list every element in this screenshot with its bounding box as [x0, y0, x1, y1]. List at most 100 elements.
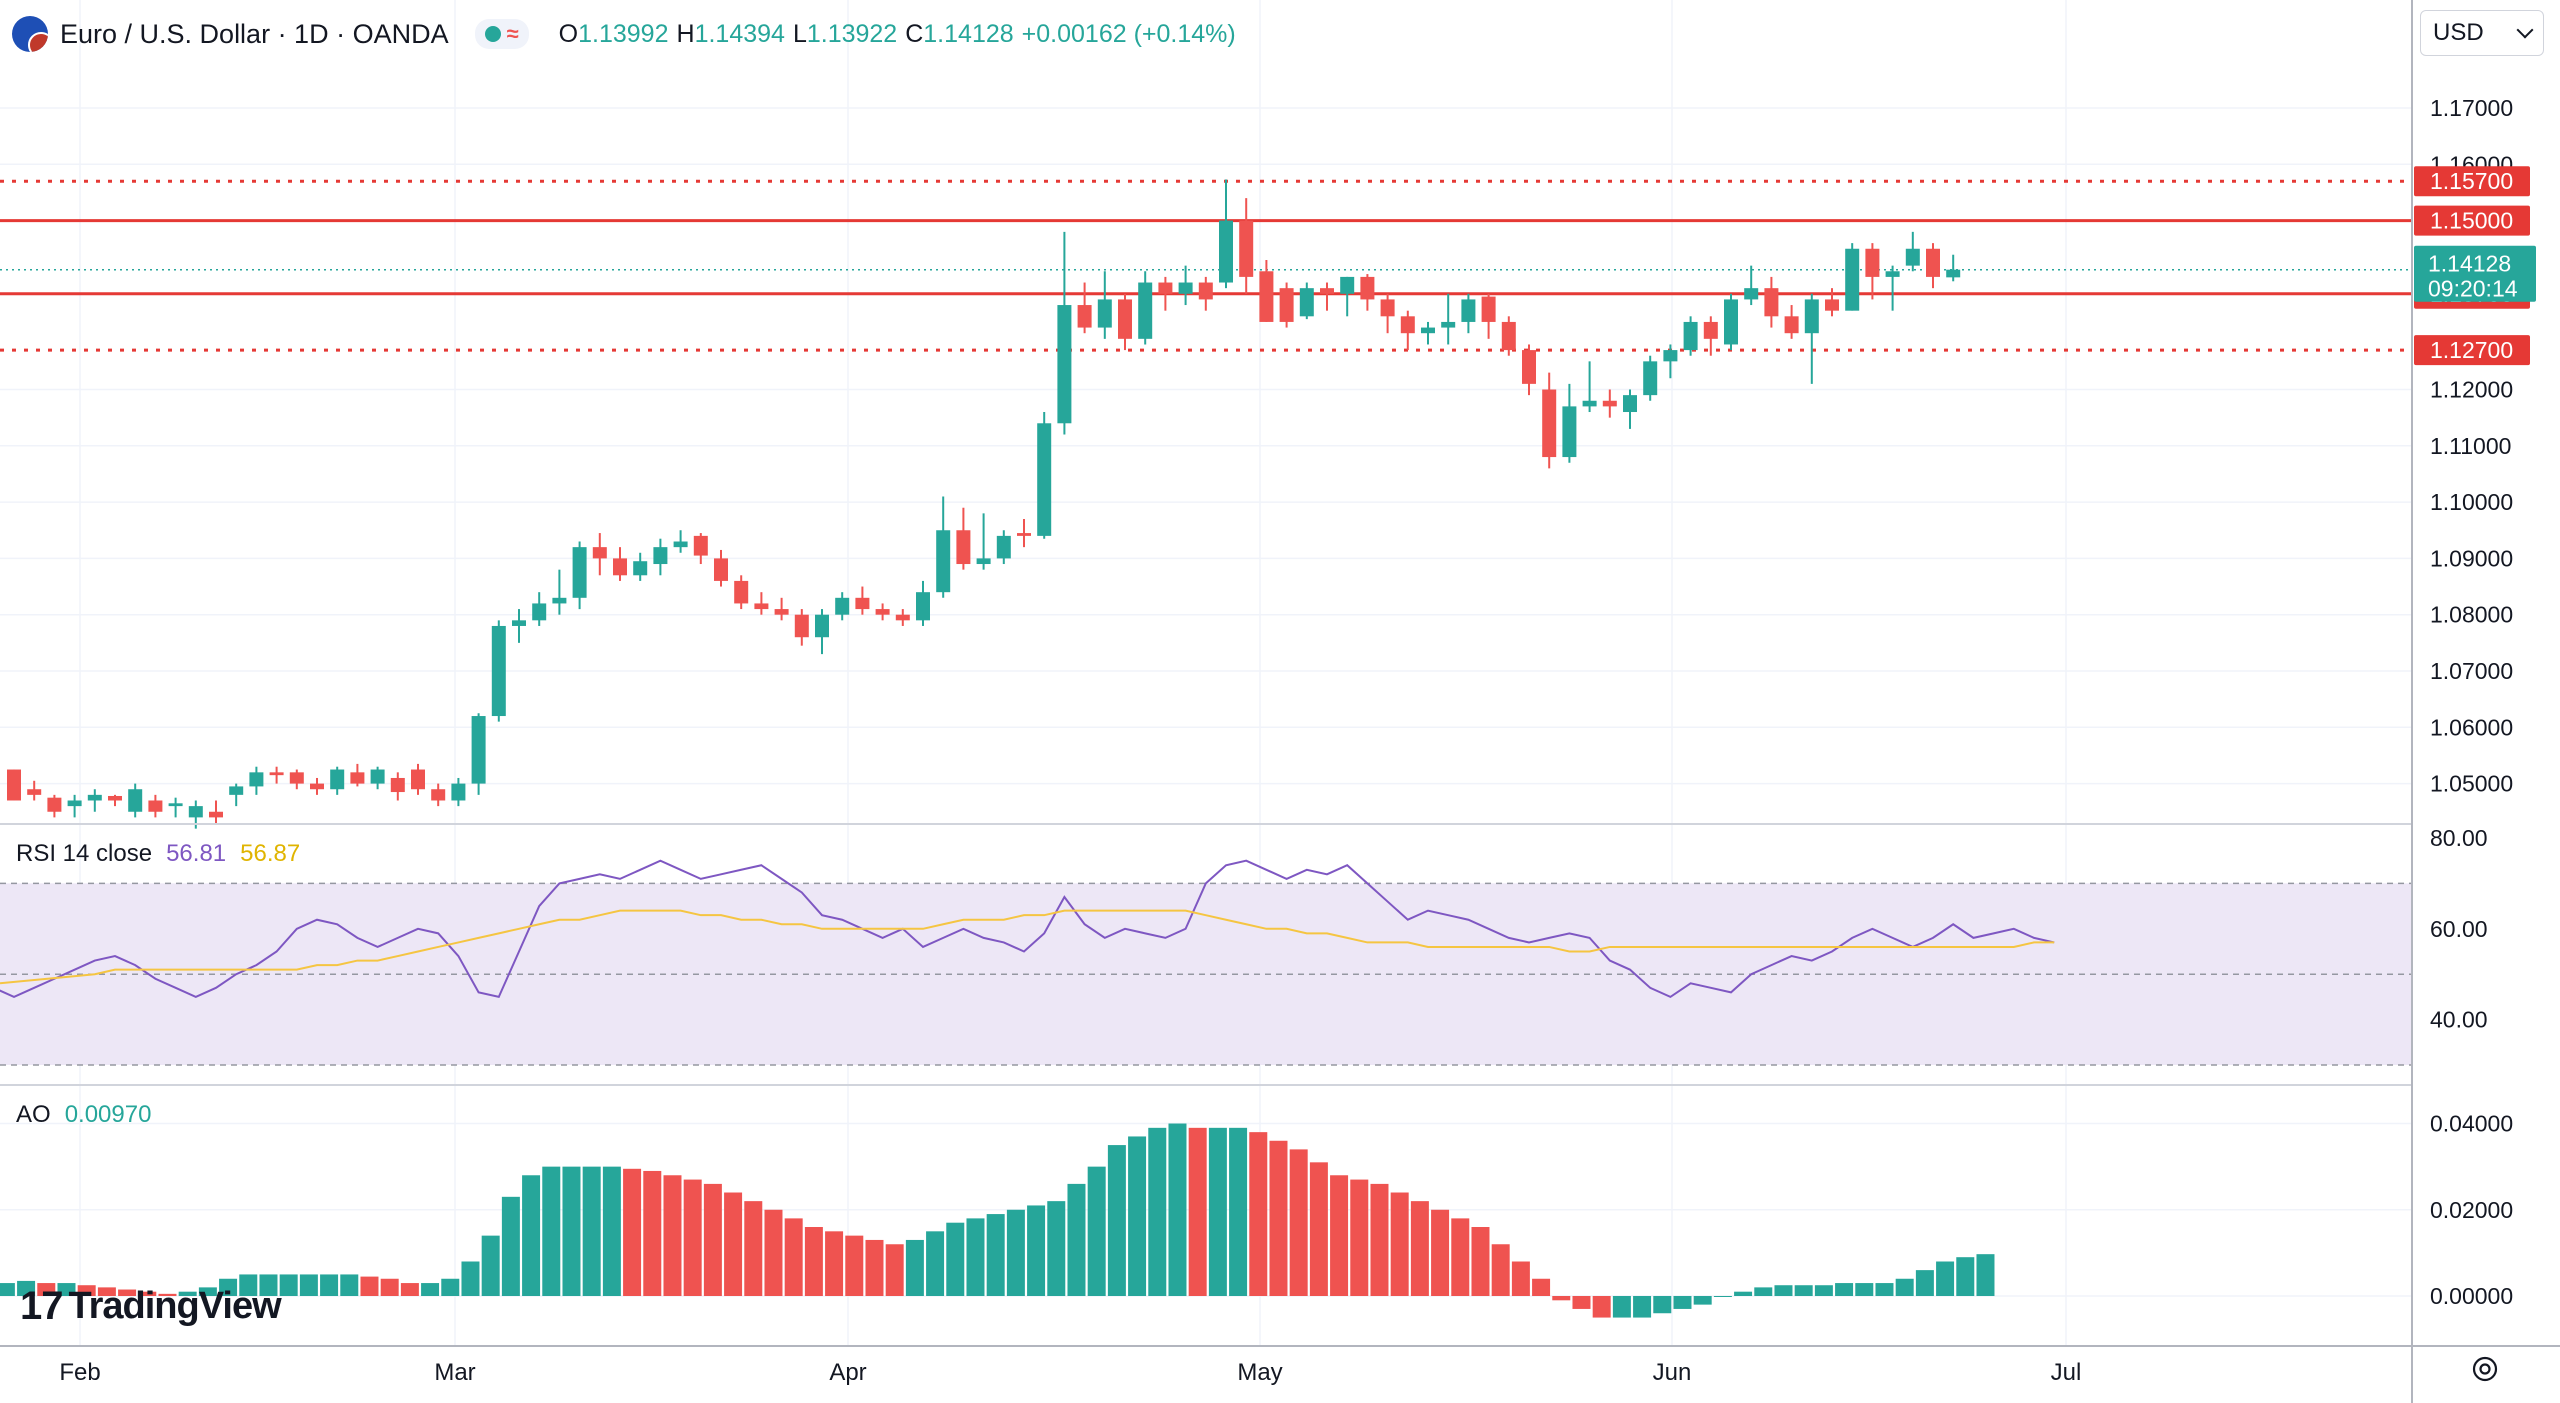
rsi-line	[0, 859, 2055, 999]
candle-body	[1239, 220, 1254, 277]
candle-body	[249, 772, 264, 787]
ao-bar	[1491, 1244, 1510, 1296]
ao-bar	[1390, 1192, 1409, 1296]
candle-body	[411, 769, 425, 790]
high-value: 1.14394	[694, 19, 785, 48]
level-price-tag	[2414, 166, 2530, 197]
candle-body	[774, 609, 789, 615]
close-value: 1.14128	[923, 19, 1014, 48]
candle-body	[673, 541, 688, 548]
candle-body	[1582, 400, 1597, 407]
ao-bar	[1168, 1123, 1187, 1296]
tradingview-logo[interactable]: 17 TradingView	[20, 1284, 282, 1329]
ao-bar	[1774, 1285, 1793, 1296]
ao-bar	[1350, 1179, 1369, 1296]
candle-body	[87, 794, 102, 801]
ao-bar	[1047, 1201, 1066, 1296]
candle-body	[1057, 305, 1072, 424]
ao-bar	[663, 1175, 682, 1296]
level-price-label: 1.15000	[2430, 208, 2513, 234]
ao-bar	[0, 1283, 15, 1296]
horizontal-levels[interactable]	[0, 179, 2412, 352]
ao-bar	[1107, 1145, 1126, 1296]
ao-bar	[1552, 1296, 1571, 1301]
candle-body	[1764, 288, 1779, 317]
ao-bar	[1431, 1209, 1450, 1296]
candle-body	[1623, 395, 1637, 413]
candle-body	[1158, 282, 1173, 294]
candle-body	[1905, 248, 1920, 266]
ao-tick-label: 0.02000	[2430, 1197, 2513, 1223]
candle-body	[1077, 305, 1092, 328]
candlestick-series	[7, 179, 1961, 829]
symbol-header: Euro / U.S. Dollar · 1D · OANDA ≈ O1.139…	[12, 14, 1236, 54]
market-status-pill[interactable]: ≈	[474, 19, 529, 49]
ao-bar	[1148, 1127, 1167, 1296]
ao-bar	[1269, 1140, 1288, 1296]
ao-bar	[198, 1287, 217, 1296]
candle-body	[229, 786, 244, 795]
ao-legend[interactable]: AO 0.00970	[16, 1101, 151, 1129]
candle-body	[1865, 248, 1880, 277]
currency-select[interactable]: USD	[2420, 10, 2544, 56]
time-label: Jul	[2051, 1359, 2082, 1386]
symbol-title[interactable]: Euro / U.S. Dollar · 1D · OANDA	[60, 18, 449, 49]
candle-body	[996, 535, 1011, 559]
ao-bar	[1875, 1283, 1894, 1296]
price-tick-label: 1.07000	[2430, 658, 2513, 684]
ao-bar	[1653, 1296, 1672, 1314]
current-price-label: 1.14128	[2428, 251, 2511, 277]
candle-body	[936, 530, 951, 593]
candle-body	[1804, 299, 1819, 334]
ao-bar	[1188, 1127, 1207, 1296]
rsi-ma-value: 56.87	[240, 840, 301, 867]
ao-bar	[1673, 1296, 1692, 1309]
price-axis[interactable]: 1.170001.160001.120001.110001.100001.090…	[2414, 95, 2536, 1309]
chevron-down-icon	[2516, 21, 2534, 39]
bar-countdown-label: 09:20:14	[2428, 276, 2518, 302]
candle-body	[1501, 321, 1516, 351]
candle-body	[693, 535, 708, 556]
ao-value: 0.00970	[64, 1101, 152, 1128]
candle-body	[1845, 248, 1860, 311]
candle-body	[1441, 321, 1456, 328]
candle-body	[168, 803, 183, 807]
ao-bar	[602, 1166, 621, 1296]
candle-body	[1279, 288, 1294, 322]
rsi-label: RSI 14 close	[16, 840, 153, 867]
ao-bar	[703, 1183, 722, 1296]
candle-body	[390, 777, 405, 793]
ao-bar	[1835, 1283, 1854, 1296]
ao-bar	[1633, 1296, 1652, 1318]
candle-body	[1380, 299, 1395, 317]
ao-histogram	[0, 1123, 1995, 1318]
ao-bar	[1612, 1296, 1631, 1318]
rsi-ma-line	[0, 909, 2055, 985]
ao-bar	[178, 1291, 197, 1296]
candle-body	[128, 789, 143, 812]
current-price-tag	[2414, 245, 2536, 302]
ao-bar	[239, 1274, 258, 1296]
settings-gear-icon[interactable]	[2470, 1354, 2500, 1384]
candle-body	[269, 772, 284, 776]
candle-body	[1461, 299, 1476, 322]
ao-bar	[1511, 1261, 1530, 1296]
candle-body	[754, 603, 769, 610]
candle-body	[552, 597, 567, 604]
price-tick-label: 1.10000	[2430, 489, 2513, 515]
candle-body	[572, 547, 587, 598]
candle-body	[1522, 350, 1536, 384]
ao-bar	[1087, 1166, 1106, 1296]
candle-body	[1219, 220, 1233, 283]
candle-body	[1562, 406, 1577, 458]
time-axis[interactable]: Feb Mar Apr May Jun Jul	[59, 1359, 2081, 1386]
ao-bar	[461, 1261, 480, 1296]
candle-body	[1259, 271, 1274, 322]
ao-bar	[1895, 1278, 1914, 1296]
ao-bar	[845, 1235, 864, 1296]
ao-bar	[623, 1168, 642, 1296]
rsi-legend[interactable]: RSI 14 close 56.81 56.87	[16, 840, 300, 868]
tradingview-wordmark: TradingView	[68, 1285, 282, 1327]
